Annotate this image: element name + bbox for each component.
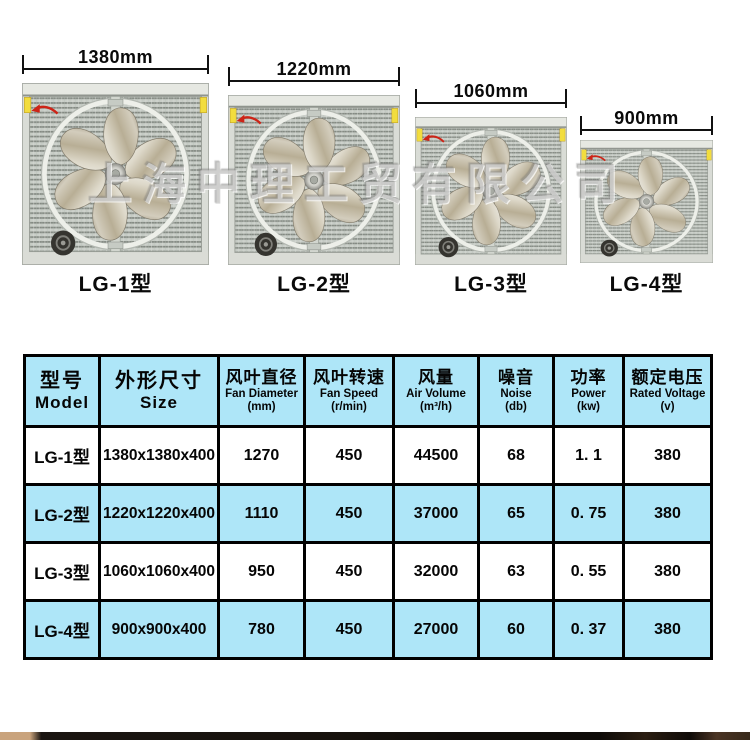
col-header-noise: 噪音 Noise (db) [477, 354, 555, 428]
dimension-rule [22, 68, 209, 70]
exhaust-fan-image [22, 83, 209, 265]
cell-diameter: 1110 [217, 483, 306, 544]
dimension-line: 1060mm [415, 81, 567, 108]
table-row-lg4: LG-4型 900x900x400 780 450 27000 60 0. 37… [23, 599, 713, 660]
dimension-tick [207, 55, 209, 74]
col-header-rated-voltage: 额定电压 Rated Voltage (v) [622, 354, 713, 428]
cell-noise: 60 [477, 599, 555, 660]
dimension-tick [398, 67, 400, 86]
cell-diameter: 780 [217, 599, 306, 660]
cell-volume: 44500 [392, 425, 480, 486]
cell-volume: 32000 [392, 541, 480, 602]
fan-figure-lg3: 1060mm LG-3型 [415, 0, 567, 310]
cell-power: 0. 37 [552, 599, 625, 660]
fan-figure-lg4: 900mm LG-4型 [580, 0, 713, 310]
dimension-tick [580, 116, 582, 135]
col-header-size: 外形尺寸 Size [98, 354, 220, 428]
cell-model: LG-2型 [23, 483, 101, 544]
cell-size: 1380x1380x400 [98, 425, 220, 486]
dimension-tick [22, 55, 24, 74]
cell-volume: 27000 [392, 599, 480, 660]
spec-table: 型号 Model 外形尺寸 Size 风叶直径 Fan Diameter (mm) 风叶… [23, 354, 713, 660]
cell-model: LG-3型 [23, 541, 101, 602]
dimension-label: 1060mm [453, 81, 529, 101]
fan-figure-lg1: 1380mm LG-1型 [22, 0, 209, 310]
exhaust-fan-image [415, 117, 567, 265]
dimension-rule [228, 80, 400, 82]
dimension-tick [711, 116, 713, 135]
fan-model-label: LG-4型 [609, 273, 684, 296]
exhaust-fan-image [228, 95, 400, 265]
cell-power: 1. 1 [552, 425, 625, 486]
cell-model: LG-4型 [23, 599, 101, 660]
fan-model-label: LG-1型 [78, 273, 153, 296]
cell-speed: 450 [303, 425, 395, 486]
cell-noise: 65 [477, 483, 555, 544]
col-header-model: 型号 Model [23, 354, 101, 428]
cell-voltage: 380 [622, 483, 713, 544]
cell-voltage: 380 [622, 541, 713, 602]
cell-volume: 37000 [392, 483, 480, 544]
cell-power: 0. 55 [552, 541, 625, 602]
dimension-rule [415, 102, 567, 104]
col-header-power: 功率 Power (kw) [552, 354, 625, 428]
table-row-lg3: LG-3型 1060x1060x400 950 450 32000 63 0. … [23, 541, 713, 602]
col-header-fan-diameter: 风叶直径 Fan Diameter (mm) [217, 354, 306, 428]
dimension-line: 1220mm [228, 59, 400, 86]
dimension-line: 1380mm [22, 47, 209, 74]
col-header-fan-speed: 风叶转速 Fan Speed (r/min) [303, 354, 395, 428]
cell-size: 900x900x400 [98, 599, 220, 660]
dimension-tick [565, 89, 567, 108]
dimension-label: 1220mm [276, 59, 352, 79]
cropped-photo-edge [0, 732, 750, 740]
cell-noise: 63 [477, 541, 555, 602]
cell-size: 1220x1220x400 [98, 483, 220, 544]
cell-speed: 450 [303, 541, 395, 602]
table-row-lg1: LG-1型 1380x1380x400 1270 450 44500 68 1.… [23, 425, 713, 486]
dimension-tick [415, 89, 417, 108]
fan-figure-lg2: 1220mm LG-2型 [228, 0, 400, 310]
exhaust-fan-image [580, 140, 713, 263]
dimension-rule [580, 129, 713, 131]
dimension-label: 1380mm [77, 47, 154, 67]
cell-diameter: 1270 [217, 425, 306, 486]
cell-voltage: 380 [622, 599, 713, 660]
fan-model-label: LG-3型 [454, 273, 528, 296]
fan-model-label: LG-2型 [277, 273, 351, 296]
cell-speed: 450 [303, 599, 395, 660]
dimension-label: 900mm [614, 108, 679, 128]
col-header-air-volume: 风量 Air Volume (m³/h) [392, 354, 480, 428]
cell-model: LG-1型 [23, 425, 101, 486]
cell-noise: 68 [477, 425, 555, 486]
dimension-tick [228, 67, 230, 86]
cell-voltage: 380 [622, 425, 713, 486]
cell-speed: 450 [303, 483, 395, 544]
table-row-lg2: LG-2型 1220x1220x400 1110 450 37000 65 0.… [23, 483, 713, 544]
cell-size: 1060x1060x400 [98, 541, 220, 602]
dimension-line: 900mm [580, 108, 713, 135]
table-header-row: 型号 Model 外形尺寸 Size 风叶直径 Fan Diameter (mm) 风叶… [23, 354, 713, 428]
cell-diameter: 950 [217, 541, 306, 602]
cell-power: 0. 75 [552, 483, 625, 544]
